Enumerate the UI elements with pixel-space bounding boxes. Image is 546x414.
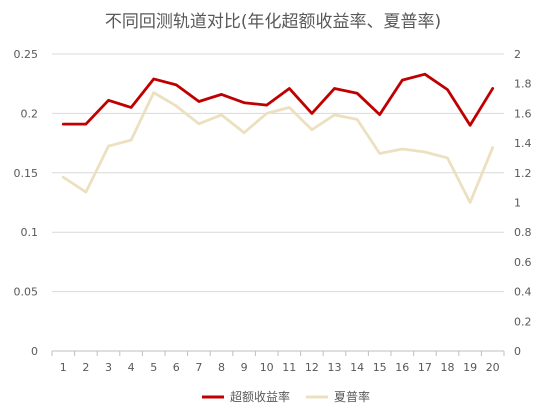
x-tick-label: 15 [373, 361, 387, 374]
chart-title: 不同回测轨道对比(年化超额收益率、夏普率) [105, 12, 441, 32]
left-tick-label: 0 [31, 345, 38, 358]
left-tick-label: 0.15 [14, 167, 39, 180]
x-tick-label: 1 [60, 361, 67, 374]
left-tick-label: 0.2 [21, 107, 39, 120]
x-tick-label: 4 [128, 361, 135, 374]
right-tick-label: 0.8 [514, 226, 532, 239]
left-tick-label: 0.25 [14, 48, 39, 61]
x-tick-label: 14 [350, 361, 364, 374]
left-tick-label: 0.05 [14, 286, 39, 299]
legend-label: 夏普率 [334, 389, 370, 404]
x-tick-label: 7 [195, 361, 202, 374]
right-tick-label: 0.6 [514, 256, 532, 269]
x-tick-label: 11 [282, 361, 296, 374]
x-tick-label: 19 [463, 361, 477, 374]
x-tick-label: 18 [441, 361, 455, 374]
x-tick-label: 13 [328, 361, 342, 374]
right-axis: 0 0.2 0.4 0.6 0.8 1 1.2 1.4 1.6 1.8 2 [514, 48, 532, 358]
x-tick-label: 17 [418, 361, 432, 374]
x-tick-label: 5 [150, 361, 157, 374]
left-tick-label: 0.1 [21, 226, 39, 239]
x-axis: 1 2 3 4 5 6 7 8 9 10 11 12 13 14 15 16 17 18 19 20 [51, 351, 505, 374]
x-tick-label: 12 [305, 361, 319, 374]
gridlines [52, 53, 504, 352]
right-tick-label: 1.2 [514, 167, 532, 180]
x-tick-label: 8 [218, 361, 225, 374]
series-line-excess-return [61, 72, 495, 127]
x-tick-label: 20 [486, 361, 500, 374]
x-tick-label: 2 [82, 361, 89, 374]
right-tick-label: 1.6 [514, 107, 532, 120]
right-tick-label: 1 [514, 197, 521, 210]
right-tick-label: 0.2 [514, 315, 532, 328]
right-tick-label: 0 [514, 345, 521, 358]
right-tick-label: 2 [514, 48, 521, 61]
x-tick-label: 16 [395, 361, 409, 374]
right-tick-label: 1.8 [514, 78, 532, 91]
series-lines [61, 72, 495, 204]
x-tick-label: 10 [260, 361, 274, 374]
x-tick-label: 9 [241, 361, 248, 374]
series-line-sharpe [61, 91, 495, 204]
left-axis: 0 0.05 0.1 0.15 0.2 0.25 [14, 48, 39, 358]
legend-label: 超额收益率 [230, 389, 290, 404]
right-tick-label: 0.4 [514, 286, 532, 299]
right-tick-label: 1.4 [514, 137, 532, 150]
x-tick-label: 3 [105, 361, 112, 374]
legend: 超额收益率 夏普率 [202, 389, 370, 404]
x-tick-label: 6 [173, 361, 180, 374]
